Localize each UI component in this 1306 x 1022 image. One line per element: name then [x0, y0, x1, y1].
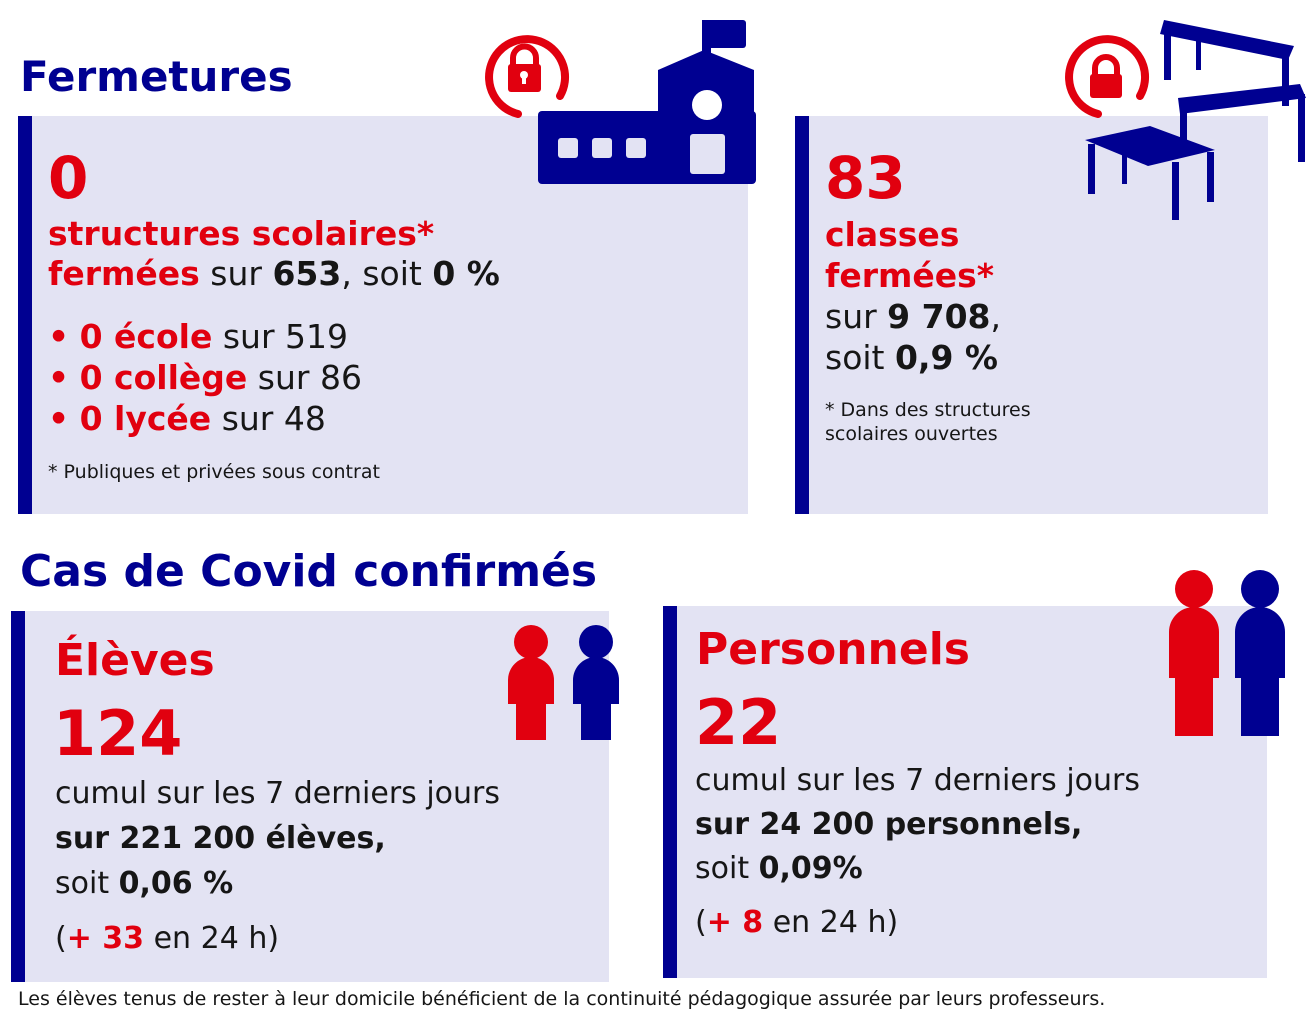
people-icon [508, 625, 619, 740]
structures-value: 0 [48, 144, 89, 212]
list-item: • 0 école sur 519 [48, 317, 349, 356]
eleves-total: sur 221 200 élèves [55, 821, 375, 856]
list-item: • 0 collège sur 86 [48, 358, 362, 397]
fermetures-title: Fermetures [20, 52, 293, 101]
panel-accent-bar [18, 116, 32, 514]
fermees-label: fermées* [825, 256, 995, 295]
eleves-delta: + 33 [66, 921, 145, 956]
school-lock-icon [485, 20, 756, 184]
classes-text: classes fermées* sur 9 708, soit 0,9 % [825, 215, 1002, 377]
eleves-text: cumul sur les 7 derniers jours sur 221 2… [55, 771, 500, 961]
personnels-value: 22 [695, 686, 782, 759]
classes-total: 9 708 [887, 297, 991, 336]
structures-pct: 0 % [432, 254, 500, 293]
structures-list: • 0 école sur 519 • 0 collège sur 86 • 0… [48, 316, 362, 439]
list-item: • 0 lycée sur 48 [48, 399, 326, 438]
personnels-text: cumul sur les 7 derniers jours sur 24 20… [695, 759, 1140, 945]
cumul-text: cumul sur les 7 derniers jours [695, 763, 1140, 798]
classes-note: * Dans des structures scolaires ouvertes [825, 399, 1031, 445]
covid-title: Cas de Covid confirmés [20, 546, 598, 597]
desks-lock-icon [1065, 20, 1306, 220]
soit-text: soit [825, 338, 895, 377]
soit-text: , soit [341, 254, 433, 293]
sur-text: sur [199, 254, 273, 293]
panel-accent-bar [795, 116, 809, 514]
panel-accent-bar [663, 606, 677, 978]
classes-value: 83 [825, 144, 906, 212]
structures-note: * Publiques et privées sous contrat [48, 461, 380, 483]
cumul-text: cumul sur les 7 derniers jours [55, 776, 500, 811]
structures-total: 653 [272, 254, 342, 293]
sur-text: sur [825, 297, 888, 336]
personnels-pct: 0,09% [758, 851, 863, 886]
classes-label: classes [825, 215, 960, 254]
eleves-label: Élèves [55, 635, 215, 686]
fermees-label: fermées [48, 254, 200, 293]
personnels-panel: Personnels 22 cumul sur les 7 derniers j… [663, 606, 1267, 978]
personnels-delta: + 8 [706, 905, 764, 940]
structures-label: structures scolaires* [48, 214, 435, 253]
personnels-label: Personnels [696, 624, 970, 675]
eleves-value: 124 [53, 697, 183, 770]
personnels-total: sur 24 200 personnels [695, 807, 1071, 842]
panel-accent-bar [11, 611, 25, 982]
classes-pct: 0,9 % [894, 338, 998, 377]
footer-note: Les élèves tenus de rester à leur domici… [18, 988, 1106, 1010]
people-icon [1169, 570, 1285, 736]
eleves-pct: 0,06 % [118, 866, 234, 901]
structures-text: structures scolaires* fermées sur 653, s… [48, 214, 500, 294]
classes-panel: 83 classes fermées* sur 9 708, soit 0,9 … [795, 116, 1268, 514]
